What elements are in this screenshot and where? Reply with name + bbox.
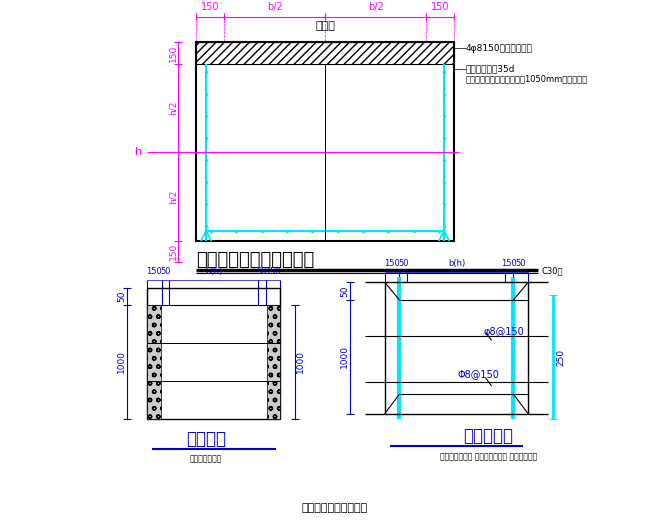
Bar bbox=[147, 305, 160, 419]
Text: 1000: 1000 bbox=[340, 345, 350, 369]
Text: 50: 50 bbox=[256, 267, 267, 276]
Text: 150: 150 bbox=[169, 45, 178, 62]
Text: φ8@150: φ8@150 bbox=[483, 327, 524, 337]
Text: 250: 250 bbox=[556, 348, 566, 366]
Text: 护壁详图: 护壁详图 bbox=[186, 430, 226, 448]
Text: 人工挖孔抗滑桩时设置: 人工挖孔抗滑桩时设置 bbox=[302, 503, 368, 513]
Text: 用截面护壁处算出原始地面1050mm处土平距离: 用截面护壁处算出原始地面1050mm处土平距离 bbox=[466, 74, 588, 83]
Text: 150: 150 bbox=[169, 243, 178, 260]
Text: 全埋地式抗滑桩护壁详图: 全埋地式抗滑桩护壁详图 bbox=[196, 251, 315, 269]
Text: 150: 150 bbox=[146, 267, 162, 276]
Bar bbox=[196, 42, 454, 241]
Bar bbox=[147, 288, 280, 419]
Text: 150: 150 bbox=[501, 259, 517, 268]
Text: 4φ8150双向护壁钢筋: 4φ8150双向护壁钢筋 bbox=[466, 44, 533, 53]
Text: b/2: b/2 bbox=[368, 2, 384, 11]
Text: 1000: 1000 bbox=[117, 350, 126, 373]
Text: 50: 50 bbox=[117, 291, 126, 302]
Text: h: h bbox=[135, 147, 142, 157]
Text: C30砼: C30砼 bbox=[541, 267, 563, 276]
Text: 150: 150 bbox=[265, 267, 281, 276]
Text: 50: 50 bbox=[160, 267, 171, 276]
Text: 150: 150 bbox=[384, 259, 400, 268]
Text: 上下钢筋搭接35d: 上下钢筋搭接35d bbox=[466, 64, 515, 73]
Text: 用于振兴台岛长 用于穿越施工段 用于沙土层处: 用于振兴台岛长 用于穿越施工段 用于沙土层处 bbox=[440, 452, 537, 461]
Text: 50: 50 bbox=[398, 259, 409, 268]
Text: 150: 150 bbox=[201, 2, 219, 11]
Text: h/2: h/2 bbox=[169, 101, 178, 115]
Bar bbox=[266, 305, 280, 419]
Text: 1000: 1000 bbox=[296, 350, 305, 373]
Text: 用于振兴台岛长: 用于振兴台岛长 bbox=[190, 454, 222, 463]
Text: 护壁加筋图: 护壁加筋图 bbox=[464, 427, 513, 445]
Text: 50: 50 bbox=[515, 259, 526, 268]
Text: b/2: b/2 bbox=[266, 2, 282, 11]
Text: b(h): b(h) bbox=[205, 267, 222, 276]
Text: 150: 150 bbox=[431, 2, 450, 11]
Text: b(h): b(h) bbox=[448, 259, 465, 268]
Text: h/2: h/2 bbox=[169, 189, 178, 204]
Text: 挡土面: 挡土面 bbox=[315, 21, 335, 31]
Bar bbox=[196, 42, 454, 64]
Text: 50: 50 bbox=[340, 285, 350, 297]
Text: Φ8@150: Φ8@150 bbox=[458, 369, 500, 379]
